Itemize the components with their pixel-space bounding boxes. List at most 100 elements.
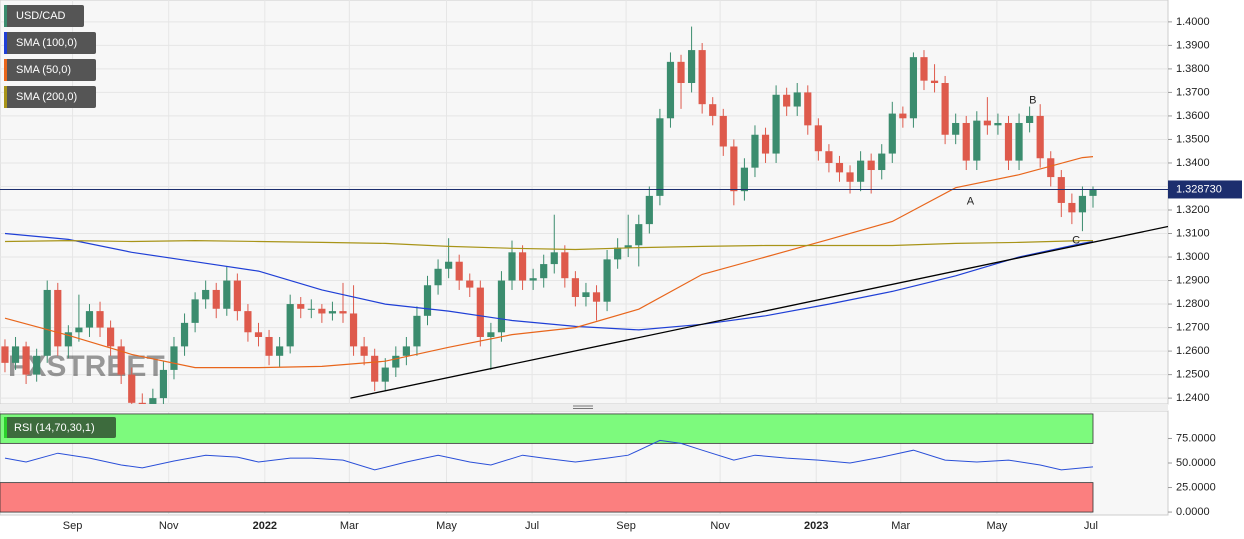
candle-body xyxy=(381,367,389,382)
candle-body xyxy=(656,118,664,196)
axes: Sep Nov 2022 Mar May Jul Sep Nov 2023 Mar May Jul 1.… xyxy=(63,16,1242,532)
candle-body xyxy=(349,313,358,347)
candle-body xyxy=(1047,158,1055,178)
candle-body xyxy=(614,247,622,260)
candle-body xyxy=(1015,122,1023,161)
candle-body xyxy=(244,311,252,333)
candle-body xyxy=(930,80,939,84)
legend-box[interactable] xyxy=(4,32,96,54)
rsi-plot xyxy=(0,413,1094,513)
candle-body xyxy=(687,50,696,84)
candle-body xyxy=(318,308,326,314)
y-tick-label: 1.3500 xyxy=(1176,133,1210,145)
candle-body xyxy=(202,289,210,300)
y-tick-label: 1.2800 xyxy=(1176,298,1210,310)
candle-body xyxy=(603,259,611,302)
candle-body xyxy=(276,346,284,356)
candle-body xyxy=(740,167,748,192)
candle-body xyxy=(360,346,368,356)
candle-body xyxy=(835,162,844,173)
candle-body xyxy=(455,261,463,281)
candle-body xyxy=(445,261,453,269)
candles xyxy=(1,26,1168,404)
candle-body xyxy=(402,346,410,356)
candle-body xyxy=(1068,202,1076,213)
candle-body xyxy=(571,278,579,298)
candle-body xyxy=(846,172,854,182)
candle-body xyxy=(54,289,62,347)
candle-body xyxy=(1036,115,1044,159)
legend-label: SMA (50,0) xyxy=(16,64,71,76)
candle-body xyxy=(392,355,400,368)
legend-label: USD/CAD xyxy=(16,10,66,22)
sma-line xyxy=(4,156,1094,369)
legend-box[interactable] xyxy=(4,86,96,108)
candle-body xyxy=(825,151,833,163)
candle-body xyxy=(11,346,20,363)
candle-body xyxy=(180,322,189,347)
candle-body xyxy=(878,153,886,171)
candle-body xyxy=(994,122,1002,126)
candle-body xyxy=(635,224,643,246)
legend: RSI (14,70,30,1) USD/CAD SMA (100,0) SMA (5… xyxy=(4,5,116,438)
candle-body xyxy=(941,83,949,135)
candle-body xyxy=(952,122,960,135)
rsi-legend-swatch xyxy=(4,417,7,438)
panel-divider[interactable] xyxy=(0,404,1168,411)
candle-body xyxy=(730,146,738,192)
legend-swatch xyxy=(4,86,7,108)
candle-body xyxy=(138,402,146,404)
legend-box[interactable] xyxy=(4,5,84,27)
x-tick-label: May xyxy=(436,520,457,532)
y-tick-label: 1.2400 xyxy=(1176,392,1210,404)
candle-body xyxy=(550,252,558,265)
candle-body xyxy=(149,398,157,404)
candle-body xyxy=(128,374,136,403)
candle-body xyxy=(561,252,569,279)
candle-body xyxy=(476,287,484,337)
candle-body xyxy=(22,346,30,375)
rsi-y-tick-label: 0.0000 xyxy=(1176,506,1210,518)
legend-label: SMA (200,0) xyxy=(16,91,77,103)
candle-body xyxy=(719,115,727,147)
candle-body xyxy=(899,113,907,119)
y-tick-label: 1.2600 xyxy=(1176,345,1210,357)
candle-body xyxy=(698,50,706,105)
candle-body xyxy=(286,304,294,347)
y-tick-label: 1.2700 xyxy=(1176,321,1210,333)
candle-body xyxy=(43,289,51,356)
candle-body xyxy=(223,280,231,309)
watermark: FXSTREET xyxy=(8,350,165,383)
y-tick-label: 1.3800 xyxy=(1176,63,1210,75)
x-tick-label: Jul xyxy=(1084,520,1098,532)
y-tick-label: 1.4000 xyxy=(1176,16,1210,28)
candle-body xyxy=(75,327,83,333)
y-tick-label: 1.3900 xyxy=(1176,39,1210,51)
candle-body xyxy=(1089,189,1097,196)
candle-body xyxy=(645,195,653,225)
candle-body xyxy=(677,61,685,84)
legend-swatch xyxy=(4,59,7,81)
legend-box[interactable] xyxy=(4,59,96,81)
annotation: B xyxy=(1029,95,1036,107)
candle-body xyxy=(371,355,379,382)
rsi-legend-box[interactable] xyxy=(4,417,116,438)
grid xyxy=(0,0,1168,515)
rsi-y-tick-label: 50.0000 xyxy=(1176,457,1216,469)
candle-body xyxy=(518,252,527,281)
x-tick-label: Mar xyxy=(340,520,359,532)
candle-body xyxy=(793,92,801,107)
x-tick-label: 2022 xyxy=(253,520,277,532)
candle-body xyxy=(1026,115,1034,123)
y-tick-label: 1.2900 xyxy=(1176,274,1210,286)
candle-body xyxy=(783,94,791,107)
y-tick-label: 1.3100 xyxy=(1176,227,1210,239)
y-tick-label: 1.3400 xyxy=(1176,157,1210,169)
candle-body xyxy=(212,289,220,309)
candle-body xyxy=(962,122,970,161)
candle-body xyxy=(1057,177,1065,203)
legend-swatch xyxy=(4,32,7,54)
candle-body xyxy=(772,94,780,154)
rsi-y-tick-label: 25.0000 xyxy=(1176,481,1216,493)
candle-body xyxy=(973,120,981,161)
